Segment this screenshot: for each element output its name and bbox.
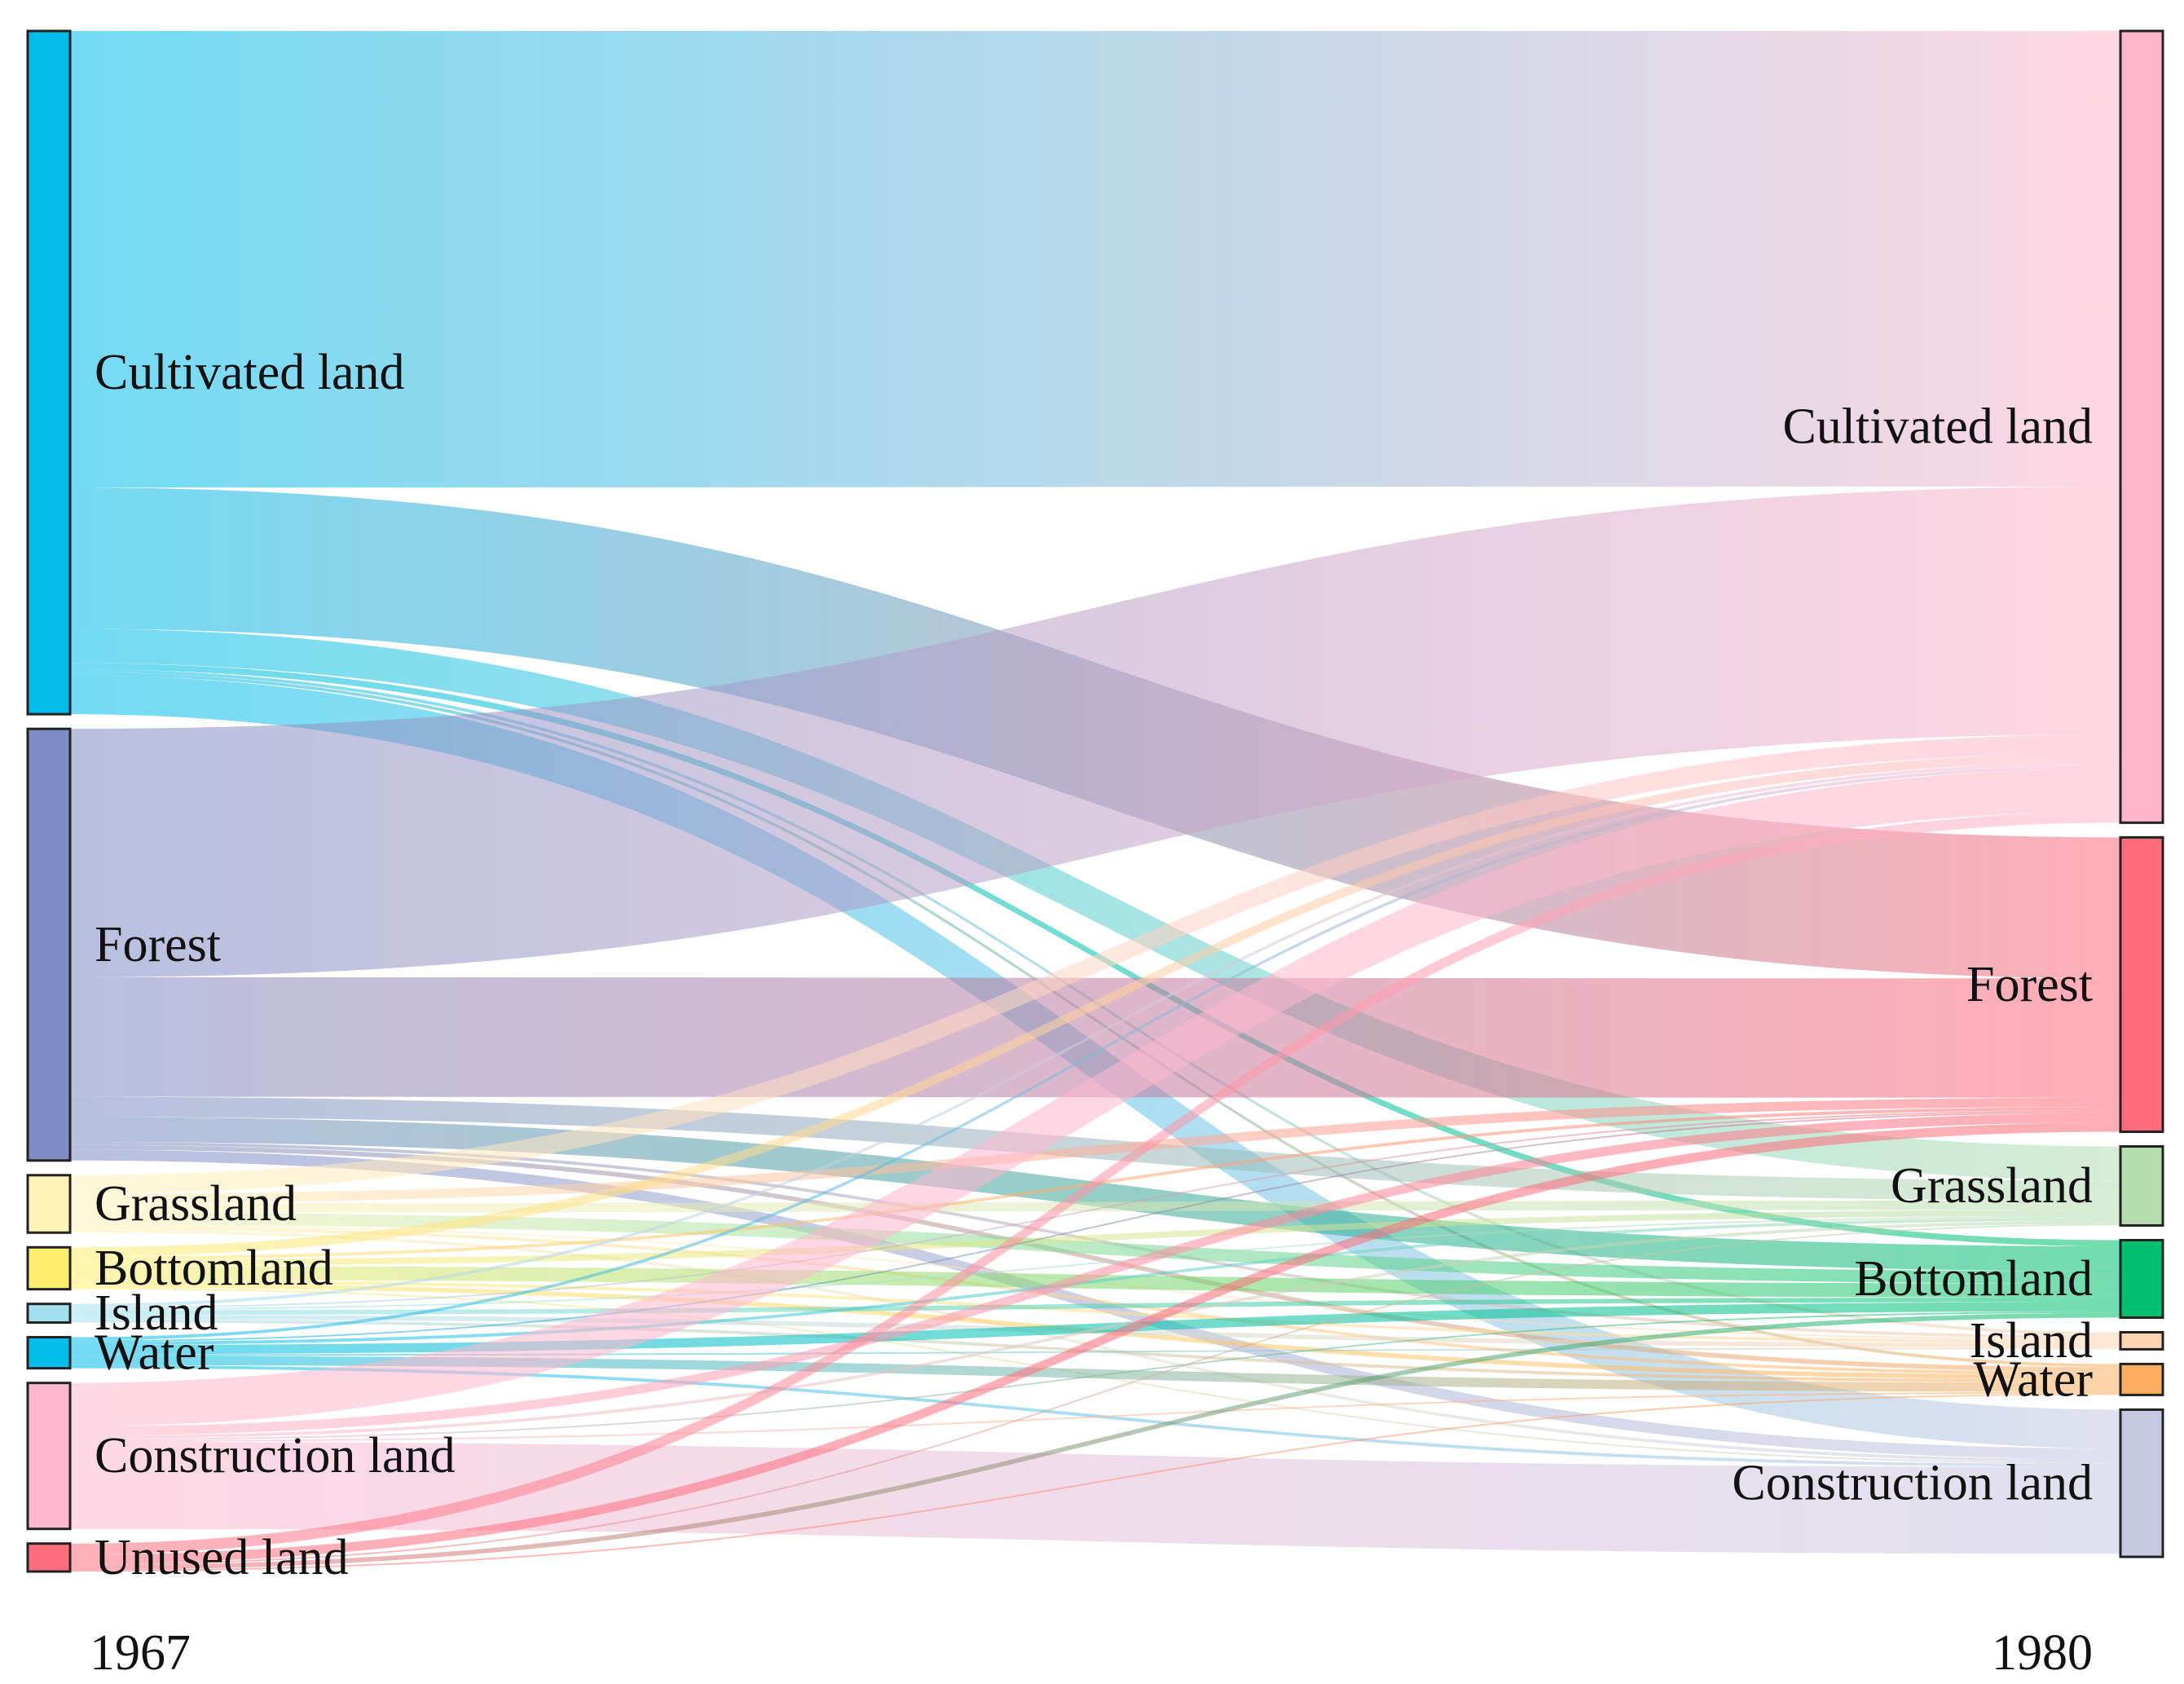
- left-node-bottomland: [26, 1245, 72, 1291]
- link-island-to-water: [70, 1319, 2120, 1383]
- link-water-to-water: [70, 1356, 2120, 1392]
- link-forest-to-cultivated-land: [70, 486, 2120, 977]
- link-unused-land-to-bottomland: [70, 1312, 2120, 1571]
- links-layer: [70, 31, 2120, 1572]
- left-node-forest: [26, 727, 72, 1162]
- left-node-grassland: [26, 1174, 72, 1234]
- left-node-water: [26, 1336, 72, 1370]
- nodes-layer: [26, 29, 2164, 1573]
- right-year-label: 1980: [1992, 1625, 2093, 1681]
- left-label-grassland: Grassland: [95, 1176, 297, 1232]
- link-cultivated-land-to-grassland: [70, 628, 2120, 1181]
- link-grassland-to-forest: [70, 1097, 2120, 1204]
- link-unused-land-to-grassland: [70, 1223, 2120, 1566]
- right-node-water: [2119, 1362, 2164, 1396]
- link-construction-land-to-cultivated-land: [70, 768, 2120, 1426]
- right-label-island: Island: [1969, 1313, 2093, 1369]
- link-water-to-cultivated-land: [70, 765, 2120, 1341]
- link-bottomland-to-cultivated-land: [70, 752, 2120, 1257]
- right-label-water: Water: [1974, 1351, 2094, 1407]
- right-node-construction-land: [2119, 1408, 2164, 1558]
- link-forest-to-bottomland: [70, 1117, 2120, 1272]
- link-island-to-grassland: [70, 1216, 2120, 1311]
- left-label-island: Island: [95, 1285, 218, 1341]
- left-label-construction-land: Construction land: [95, 1428, 456, 1483]
- left-label-water: Water: [95, 1325, 214, 1381]
- link-water-to-construction-land: [70, 1364, 2120, 1467]
- link-bottomland-to-grassland: [70, 1210, 2120, 1267]
- left-node-island: [26, 1303, 72, 1325]
- right-node-forest: [2119, 835, 2164, 1134]
- link-grassland-to-grassland: [70, 1201, 2120, 1213]
- link-island-to-forest: [70, 1109, 2120, 1309]
- right-node-island: [2119, 1330, 2164, 1351]
- link-forest-to-forest: [70, 976, 2120, 1098]
- right-node-bottomland: [2119, 1238, 2164, 1319]
- link-forest-to-water: [70, 1144, 2120, 1372]
- link-grassland-to-water: [70, 1226, 2120, 1375]
- right-node-grassland: [2119, 1145, 2164, 1227]
- link-unused-land-to-forest: [70, 1122, 2120, 1564]
- link-construction-land-to-bottomland: [70, 1311, 2120, 1441]
- right-label-forest: Forest: [1966, 957, 2093, 1012]
- link-grassland-to-bottomland: [70, 1212, 2120, 1284]
- right-label-grassland: Grassland: [1891, 1158, 2093, 1214]
- link-water-to-forest: [70, 1111, 2120, 1342]
- left-label-unused-land: Unused land: [95, 1530, 349, 1585]
- link-construction-land-to-forest: [70, 1113, 2120, 1436]
- right-label-construction-land: Construction land: [1732, 1456, 2093, 1511]
- labels-layer: Cultivated land Forest Grassland Bottomland…: [95, 345, 2093, 1585]
- link-water-to-grassland: [70, 1217, 2120, 1346]
- link-island-to-bottomland: [70, 1297, 2120, 1316]
- link-unused-land-to-cultivated-land: [70, 812, 2120, 1555]
- link-grassland-to-cultivated-land: [70, 734, 2120, 1194]
- left-year-label: 1967: [90, 1625, 191, 1681]
- right-node-cultivated-land: [2119, 29, 2164, 824]
- left-node-cultivated-land: [26, 29, 72, 716]
- link-cultivated-land-to-cultivated-land: [70, 31, 2120, 488]
- link-island-to-cultivated-land: [70, 762, 2120, 1307]
- right-label-cultivated-land: Cultivated land: [1782, 399, 2093, 455]
- left-label-bottomland: Bottomland: [95, 1241, 333, 1296]
- left-label-cultivated-land: Cultivated land: [95, 345, 405, 400]
- link-construction-land-to-grassland: [70, 1220, 2120, 1439]
- right-label-bottomland: Bottomland: [1854, 1251, 2093, 1307]
- link-construction-land-to-water: [70, 1391, 2120, 1443]
- left-node-unused-land: [26, 1542, 72, 1573]
- link-unused-land-to-water: [70, 1393, 2120, 1572]
- left-label-forest: Forest: [95, 917, 221, 972]
- left-node-construction-land: [26, 1382, 72, 1531]
- link-cultivated-land-to-bottomland: [70, 663, 2120, 1247]
- link-bottomland-to-island: [70, 1280, 2120, 1343]
